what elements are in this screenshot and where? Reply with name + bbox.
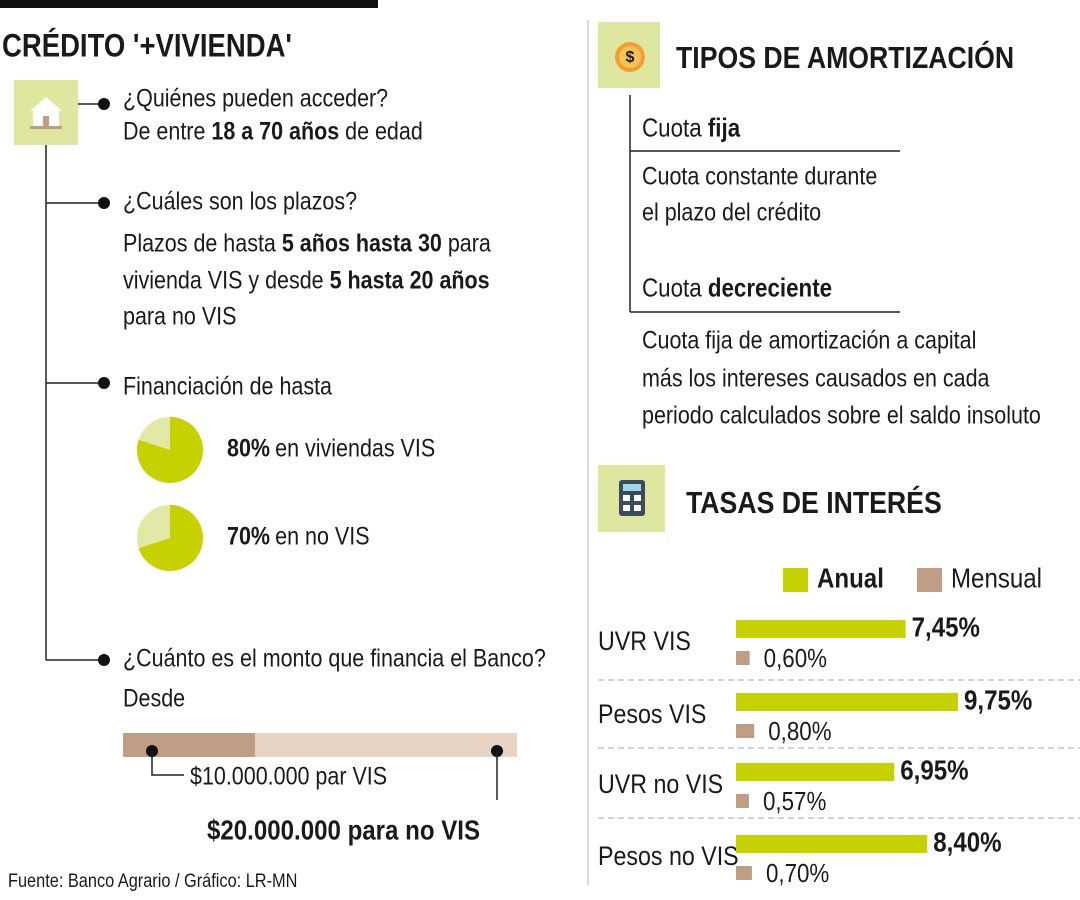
bar — [736, 794, 749, 808]
legend-label: Mensual — [951, 562, 1042, 594]
category-label: Pesos VIS — [598, 700, 706, 730]
category-label: UVR no VIS — [598, 770, 723, 800]
answer-line: Desde — [123, 684, 185, 712]
text-run: 5 hasta 20 años — [330, 266, 490, 294]
type-description: periodo calculados sobre el saldo insolu… — [642, 401, 1041, 429]
section-title: TASAS DE INTERÉS — [686, 484, 942, 520]
pie-caption: en no VIS — [275, 522, 369, 550]
svg-text:$: $ — [626, 49, 635, 66]
answer-line: De entre 18 a 70 años de edad — [123, 117, 423, 145]
pie-slice — [138, 505, 204, 572]
text-run: 18 a 70 años — [211, 117, 339, 145]
calculator-icon — [598, 465, 665, 532]
answer-line: vivienda VIS y desde 5 hasta 20 años — [123, 266, 490, 294]
house-icon — [14, 80, 78, 145]
type-name: Cuota decreciente — [642, 274, 832, 303]
amount-bar — [123, 733, 517, 800]
bar — [736, 693, 958, 711]
type-description: Cuota fija de amortización a capital — [642, 326, 976, 354]
section-title: TIPOS DE AMORTIZACIÓN — [676, 39, 1014, 75]
value-label: 0,80% — [768, 717, 831, 746]
value-label: 6,95% — [900, 754, 968, 786]
legend-label: Anual — [817, 562, 884, 594]
amount-max: $20.000.000 para no VIS — [207, 814, 480, 846]
bar — [736, 724, 755, 738]
legend-swatch — [917, 568, 942, 592]
answer-line: para no VIS — [123, 302, 236, 330]
pie-label: 80% en viviendas VIS — [227, 434, 435, 462]
bar — [736, 620, 906, 638]
type-name: Cuota fija — [642, 114, 741, 143]
text-run: Desde — [123, 684, 185, 712]
text-run: 5 años hasta 30 — [282, 229, 442, 257]
text-run: Cuota — [642, 114, 708, 143]
text-run: decreciente — [708, 274, 832, 303]
bar — [736, 866, 752, 880]
type-description: Cuota constante durante — [642, 162, 877, 190]
top-rule — [0, 0, 378, 8]
bullets — [98, 98, 110, 666]
question: ¿Cuánto es el monto que financia el Banc… — [123, 644, 546, 672]
type-description: el plazo del crédito — [642, 198, 821, 226]
bar — [736, 651, 750, 665]
category-label: UVR VIS — [598, 627, 691, 657]
coin-icon: $ — [598, 22, 660, 88]
bar — [736, 835, 928, 853]
bar — [736, 763, 895, 781]
value-label: 8,40% — [933, 826, 1001, 858]
pie-slice — [137, 417, 204, 484]
pie-caption: en viviendas VIS — [275, 434, 435, 462]
pie-label: 70% en no VIS — [227, 522, 370, 550]
question: Financiación de hasta — [123, 372, 332, 400]
category-label: Pesos no VIS — [598, 842, 739, 872]
question: ¿Quiénes pueden acceder? — [123, 84, 388, 112]
legend-swatch — [783, 568, 808, 592]
answer-line: Plazos de hasta 5 años hasta 30 para — [123, 229, 491, 257]
value-label: 7,45% — [912, 611, 980, 643]
text-run: de edad — [339, 117, 423, 145]
question: ¿Cuáles son los plazos? — [123, 187, 357, 215]
text-run: para — [442, 229, 491, 257]
pie-value-label: 80% — [227, 434, 270, 462]
text-run: vivienda VIS y desde — [123, 266, 330, 294]
value-label: 0,70% — [766, 859, 829, 888]
value-label: 0,57% — [763, 787, 826, 816]
tree-lines — [45, 95, 900, 661]
type-description: más los intereses causados en cada — [642, 364, 990, 392]
value-label: 9,75% — [964, 684, 1032, 716]
amount-min: $10.000.000 par VIS — [190, 762, 387, 790]
text-run: De entre — [123, 117, 211, 145]
title: CRÉDITO '+VIVIENDA' — [2, 27, 292, 63]
text-run: fija — [708, 114, 741, 143]
value-label: 0,60% — [764, 644, 827, 673]
row-separators — [598, 679, 1080, 819]
pie-value-label: 70% — [227, 522, 270, 550]
text-run: Plazos de hasta — [123, 229, 282, 257]
text-run: para no VIS — [123, 302, 236, 330]
source: Fuente: Banco Agrario / Gráfico: LR-MN — [8, 870, 297, 891]
text-run: Cuota — [642, 274, 708, 303]
